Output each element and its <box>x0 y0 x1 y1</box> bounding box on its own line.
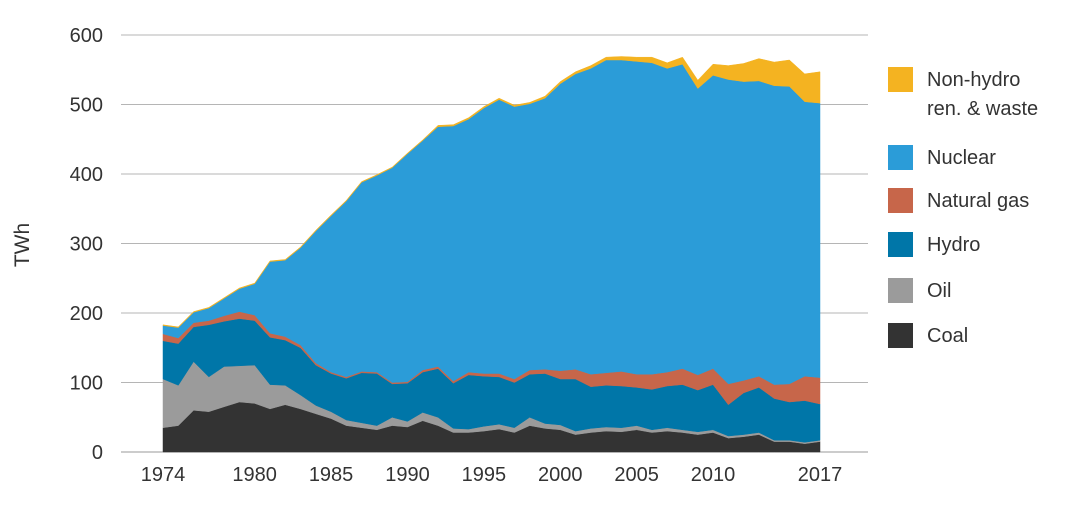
y-axis-ticks: 0 100 200 300 400 500 600 <box>70 25 103 464</box>
y-tick-label: 300 <box>70 234 103 256</box>
legend-item-coal: Coal <box>888 322 968 351</box>
y-tick-label: 600 <box>70 25 103 47</box>
legend-label: Coal <box>927 325 969 347</box>
legend-item-oil: Oil <box>888 277 951 306</box>
legend-item-natural-gas: Natural gas <box>888 187 1029 216</box>
legend-label: Hydro <box>927 234 981 256</box>
stacked-areas <box>162 56 821 453</box>
legend-label: Nuclear <box>927 147 996 169</box>
legend-label: Oil <box>927 280 952 302</box>
legend-swatch <box>888 67 913 92</box>
legend-swatch <box>888 278 913 303</box>
legend-label: Natural gas <box>927 190 1030 212</box>
legend-label: Non-hydro ren. & waste <box>927 69 1039 120</box>
legend-item-nuclear: Nuclear <box>888 144 996 173</box>
legend-swatch <box>888 232 913 257</box>
x-tick-label: 1995 <box>462 464 507 486</box>
y-tick-label: 200 <box>70 303 103 325</box>
area-non-hydro-ren-waste <box>162 56 821 328</box>
legend-swatch <box>888 188 913 213</box>
x-tick-label: 2010 <box>691 464 736 486</box>
legend-item-non-hydro: Non-hydro ren. & waste <box>888 66 1038 124</box>
x-axis-ticks: 1974 1980 1985 1990 1995 2000 2005 2010 2017 <box>141 464 843 486</box>
x-tick-label: 1974 <box>141 464 186 486</box>
x-tick-label: 1990 <box>385 464 430 486</box>
legend-swatch <box>888 145 913 170</box>
y-tick-label: 100 <box>70 373 103 395</box>
x-tick-label: 2005 <box>614 464 659 486</box>
y-axis-label: TWh <box>11 223 34 267</box>
legend-item-hydro: Hydro <box>888 231 980 260</box>
y-tick-label: 500 <box>70 95 103 117</box>
x-tick-label: 1980 <box>232 464 277 486</box>
x-tick-label: 1985 <box>309 464 354 486</box>
legend-swatch <box>888 323 913 348</box>
y-tick-label: 400 <box>70 164 103 186</box>
x-tick-label: 2017 <box>798 464 843 486</box>
y-tick-label: 0 <box>92 442 103 464</box>
x-tick-label: 2000 <box>538 464 583 486</box>
